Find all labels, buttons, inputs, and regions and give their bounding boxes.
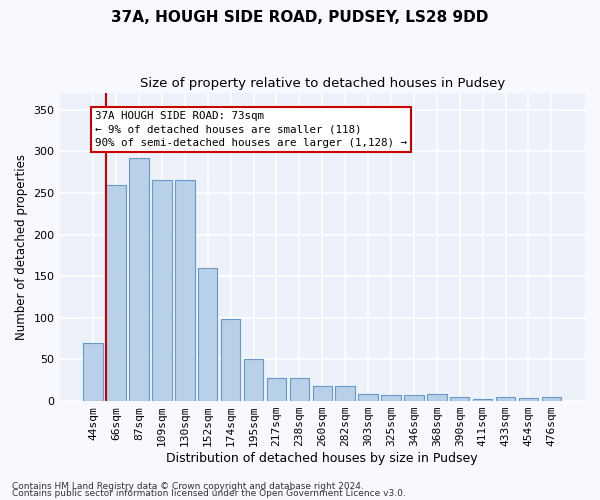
Bar xyxy=(175,180,194,401)
Bar xyxy=(267,378,286,401)
Bar xyxy=(335,386,355,401)
Bar xyxy=(313,386,332,401)
Bar xyxy=(542,397,561,401)
Bar xyxy=(83,343,103,401)
Text: Contains HM Land Registry data © Crown copyright and database right 2024.: Contains HM Land Registry data © Crown c… xyxy=(12,482,364,491)
Bar xyxy=(198,268,217,401)
Bar xyxy=(290,378,309,401)
Text: 37A HOUGH SIDE ROAD: 73sqm
← 9% of detached houses are smaller (118)
90% of semi: 37A HOUGH SIDE ROAD: 73sqm ← 9% of detac… xyxy=(95,112,407,148)
Bar xyxy=(450,397,469,401)
Bar xyxy=(404,396,424,401)
Bar xyxy=(473,398,493,401)
Bar xyxy=(106,184,126,401)
Bar xyxy=(427,394,446,401)
Text: Contains public sector information licensed under the Open Government Licence v3: Contains public sector information licen… xyxy=(12,490,406,498)
Bar xyxy=(519,398,538,401)
X-axis label: Distribution of detached houses by size in Pudsey: Distribution of detached houses by size … xyxy=(166,452,478,465)
Bar xyxy=(381,396,401,401)
Bar xyxy=(358,394,378,401)
Title: Size of property relative to detached houses in Pudsey: Size of property relative to detached ho… xyxy=(140,78,505,90)
Bar xyxy=(496,397,515,401)
Bar xyxy=(129,158,149,401)
Y-axis label: Number of detached properties: Number of detached properties xyxy=(15,154,28,340)
Bar xyxy=(244,360,263,401)
Bar xyxy=(152,180,172,401)
Text: 37A, HOUGH SIDE ROAD, PUDSEY, LS28 9DD: 37A, HOUGH SIDE ROAD, PUDSEY, LS28 9DD xyxy=(112,10,488,25)
Bar xyxy=(221,320,241,401)
